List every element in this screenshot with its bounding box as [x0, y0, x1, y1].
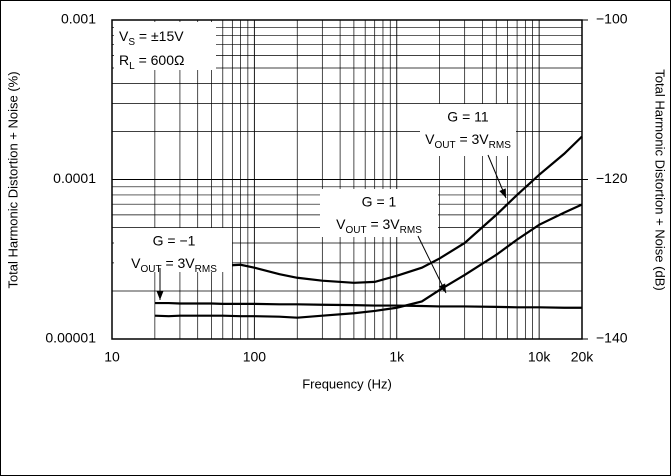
annotation-box	[420, 104, 516, 156]
y2-tick-label: −120	[596, 170, 628, 186]
subscript: S	[128, 37, 135, 48]
text-run: = ±15V	[135, 28, 184, 44]
text-run: V	[119, 28, 129, 44]
series-note: VOUT = 3VRMS	[131, 255, 217, 275]
subscript: OUT	[140, 264, 161, 275]
arrow-head	[156, 291, 164, 300]
arrow-head	[438, 283, 446, 293]
x-tick-label: 10	[104, 349, 120, 365]
subscript: RMS	[400, 225, 423, 236]
plot-border	[111, 19, 583, 340]
x-axis-label: Frequency (Hz)	[302, 376, 392, 391]
series-name: G = 11	[447, 109, 489, 125]
annotation-box	[114, 228, 232, 272]
conditions-line: VS = ±15V	[119, 28, 184, 48]
series-line	[154, 203, 583, 319]
y-axis-label: Total Harmonic Distortion + Noise (%)	[5, 71, 20, 288]
text-run: V	[131, 255, 141, 271]
conditions-line: RL = 600Ω	[119, 52, 184, 72]
subscript: RMS	[489, 140, 512, 151]
series-note: VOUT = 3VRMS	[425, 131, 511, 151]
y2-tick-label: −100	[596, 11, 628, 27]
text-run: = 3V	[162, 255, 196, 271]
series-name: G = −1	[153, 233, 196, 249]
arrow-head	[499, 188, 506, 198]
text-run: = 3V	[367, 216, 401, 232]
conditions-box	[114, 22, 216, 70]
y-tick-label: 0.00001	[45, 330, 96, 346]
x-tick-label: 1k	[389, 349, 405, 365]
text-run: V	[336, 216, 346, 232]
text-run: = 600Ω	[135, 52, 185, 68]
text-run: = 3V	[456, 131, 490, 147]
text-run: V	[425, 131, 435, 147]
subscript: OUT	[345, 225, 366, 236]
annotation-box	[320, 189, 438, 237]
series-note: VOUT = 3VRMS	[336, 216, 422, 236]
arrow-shaft	[417, 235, 447, 294]
series-line	[154, 301, 582, 309]
subscript: OUT	[434, 140, 455, 151]
subscript: L	[129, 61, 135, 72]
x-tick-label: 100	[243, 349, 267, 365]
y-tick-label: 0.001	[61, 11, 96, 27]
subscript: RMS	[195, 264, 218, 275]
x-tick-label: 20k	[571, 349, 595, 365]
x-tick-label: 10k	[528, 349, 552, 365]
text-run: R	[119, 52, 129, 68]
y2-axis-label: Total Harmonic Distortion + Noise (dB)	[653, 69, 668, 290]
y2-tick-label: −140	[596, 330, 628, 346]
series-name: G = 1	[362, 194, 397, 210]
y-tick-label: 0.0001	[53, 170, 96, 186]
